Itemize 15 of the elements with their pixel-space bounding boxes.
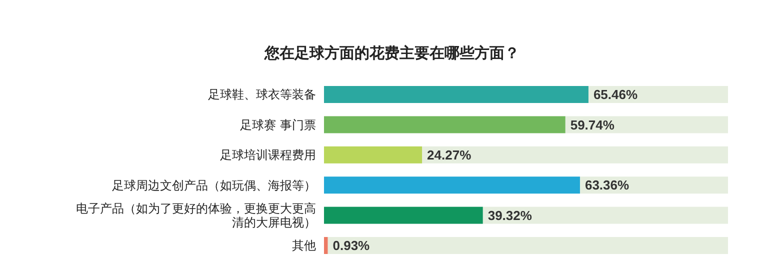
bar [324, 146, 422, 164]
data-label: 65.46% [593, 87, 638, 102]
data-label: 24.27% [427, 147, 472, 162]
bar [324, 237, 328, 254]
y-tick-label: 足球赛 事门票 [240, 118, 316, 132]
data-label: 63.36% [584, 178, 630, 193]
data-label: 39.32% [488, 208, 532, 223]
chart-title: 您在足球方面的花费主要在哪些方面？ [264, 44, 520, 62]
y-tick-label: 足球周边文创产品（如玩偶、海报等） [112, 178, 316, 192]
y-tick-label: 足球鞋、球衣等装备 [208, 88, 316, 102]
data-label: 59.74% [570, 117, 615, 132]
data-label: 0.93% [332, 238, 370, 254]
y-tick-label: 电子产品（如为了更好的体验，更换更大更高清的大屏电视） [76, 202, 316, 230]
y-tick-label: 其他 [292, 238, 316, 253]
y-tick-label: 足球培训课程费用 [220, 148, 316, 162]
